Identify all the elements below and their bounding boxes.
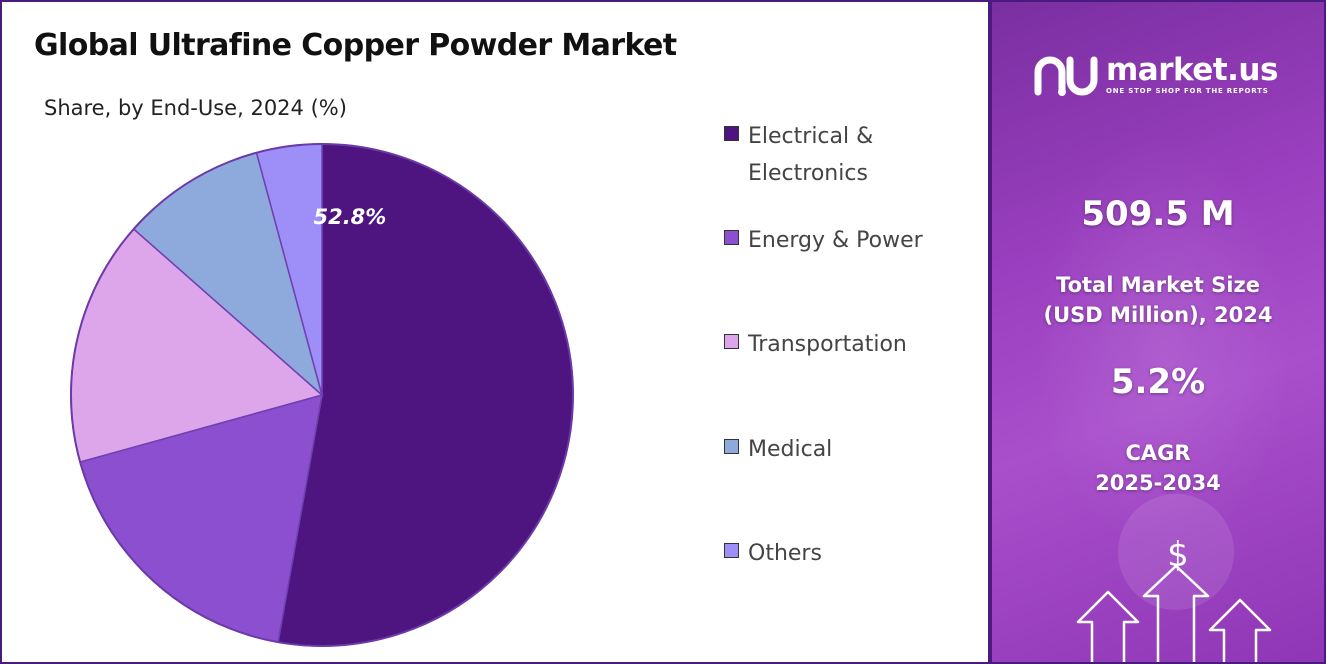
background-glow xyxy=(1032,132,1292,552)
chart-panel: Global Ultrafine Copper Powder Market Sh… xyxy=(2,2,988,662)
cagr-value: 5.2% xyxy=(1110,362,1206,402)
cagr-label-line: CAGR xyxy=(1125,441,1191,465)
panel-divider xyxy=(988,0,992,664)
legend-swatch xyxy=(724,439,739,454)
market-size-label-line: Total Market Size xyxy=(1056,273,1260,297)
legend-item-transportation: Transportation xyxy=(724,326,948,363)
chart-title: Global Ultrafine Copper Powder Market xyxy=(34,28,677,63)
cagr-label: CAGR 2025-2034 xyxy=(992,438,1324,498)
legend-swatch xyxy=(724,230,739,245)
legend-item-energy-power: Energy & Power xyxy=(724,222,948,259)
cagr-label-line: 2025-2034 xyxy=(1095,471,1221,495)
legend-swatch xyxy=(724,334,739,349)
brand-tagline: ONE STOP SHOP FOR THE REPORTS xyxy=(1106,86,1269,95)
market-us-logo-icon xyxy=(1034,56,1098,96)
pie-data-label: 52.8% xyxy=(313,205,386,229)
growth-illustration: $ xyxy=(1076,494,1272,662)
up-arrows-icon xyxy=(1076,564,1272,662)
legend-item-electrical-electronics: Electrical & Electronics xyxy=(724,118,948,192)
legend-label: Transportation xyxy=(748,332,907,357)
legend-label: Electrical & Electronics xyxy=(748,118,948,192)
brand-name: market.us xyxy=(1106,51,1278,88)
pie-chart: 52.8% xyxy=(70,143,574,647)
brand-block: market.us ONE STOP SHOP FOR THE REPORTS xyxy=(1032,48,1278,100)
legend-swatch xyxy=(724,126,739,141)
legend-swatch xyxy=(724,543,739,558)
market-size-label-line: (USD Million), 2024 xyxy=(1043,303,1273,327)
legend-item-medical: Medical xyxy=(724,431,948,468)
legend-item-others: Others xyxy=(724,535,948,572)
chart-subtitle: Share, by End-Use, 2024 (%) xyxy=(44,96,347,120)
stats-panel: market.us ONE STOP SHOP FOR THE REPORTS … xyxy=(992,2,1324,662)
svg-text:$: $ xyxy=(1167,535,1189,575)
legend-label-line: Electronics xyxy=(748,161,868,186)
legend-label: Energy & Power xyxy=(748,228,923,253)
legend-label: Medical xyxy=(748,437,833,462)
market-size-value: 509.5 M xyxy=(1081,194,1235,234)
market-size-label: Total Market Size (USD Million), 2024 xyxy=(992,270,1324,330)
legend-label: Others xyxy=(748,541,822,566)
dollar-sign-icon: $ xyxy=(1118,494,1234,610)
pie-outline xyxy=(70,143,574,647)
legend-label-line: Electrical & xyxy=(748,124,874,149)
brand-text: market.us ONE STOP SHOP FOR THE REPORTS xyxy=(1106,54,1278,95)
